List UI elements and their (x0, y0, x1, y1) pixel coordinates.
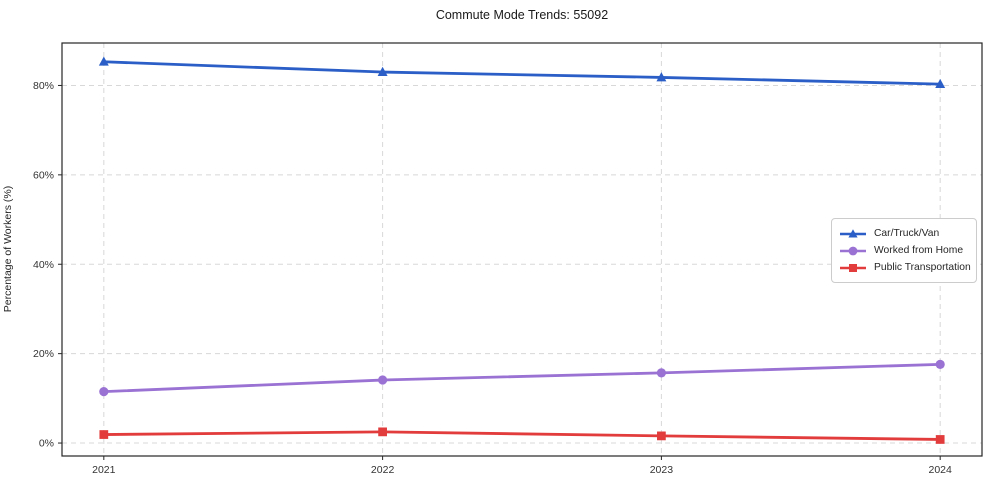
x-tick-label: 2021 (92, 464, 116, 476)
chart-title: Commute Mode Trends: 55092 (435, 8, 609, 22)
data-point-triangle (935, 78, 946, 89)
data-point-square (99, 430, 109, 439)
axes-box (61, 42, 983, 457)
series-line (102, 362, 942, 394)
x-tick-label: 2023 (650, 464, 674, 476)
data-point-circle (99, 387, 109, 397)
y-tick-label: 60% (33, 169, 54, 181)
x-tick-label: 2024 (929, 464, 953, 476)
y-tick-label: 0% (39, 438, 54, 450)
data-point-circle (935, 359, 945, 369)
y-tick-label: 80% (33, 80, 54, 92)
series-line (102, 60, 942, 86)
data-point-triangle (377, 66, 388, 76)
legend-row-home: Worked from Home (839, 242, 968, 259)
legend-sample-circle-icon (840, 246, 866, 255)
data-point-square (935, 435, 945, 444)
legend-label: Car/Truck/Van (874, 228, 940, 239)
data-point-square (657, 431, 666, 441)
series-line (102, 430, 942, 441)
legend: Car/Truck/Van Worked from Home Public Tr… (831, 218, 977, 283)
data-point-triangle (656, 72, 667, 82)
legend-sample-triangle-icon (840, 228, 866, 237)
y-tick-label: 20% (33, 348, 54, 360)
data-point-circle (656, 368, 666, 378)
legend-row-transit: Public Transportation (839, 259, 971, 276)
y-tick-label: 40% (33, 259, 54, 271)
data-point-square (378, 427, 387, 437)
legend-row-car: Car/Truck/Van (839, 225, 968, 242)
legend-label: Public Transportation (874, 262, 971, 273)
x-tick-label: 2022 (371, 464, 395, 476)
data-point-triangle (98, 56, 109, 66)
data-point-circle (378, 375, 388, 385)
legend-label: Worked from Home (874, 245, 964, 256)
legend-sample-square-icon (840, 263, 866, 272)
